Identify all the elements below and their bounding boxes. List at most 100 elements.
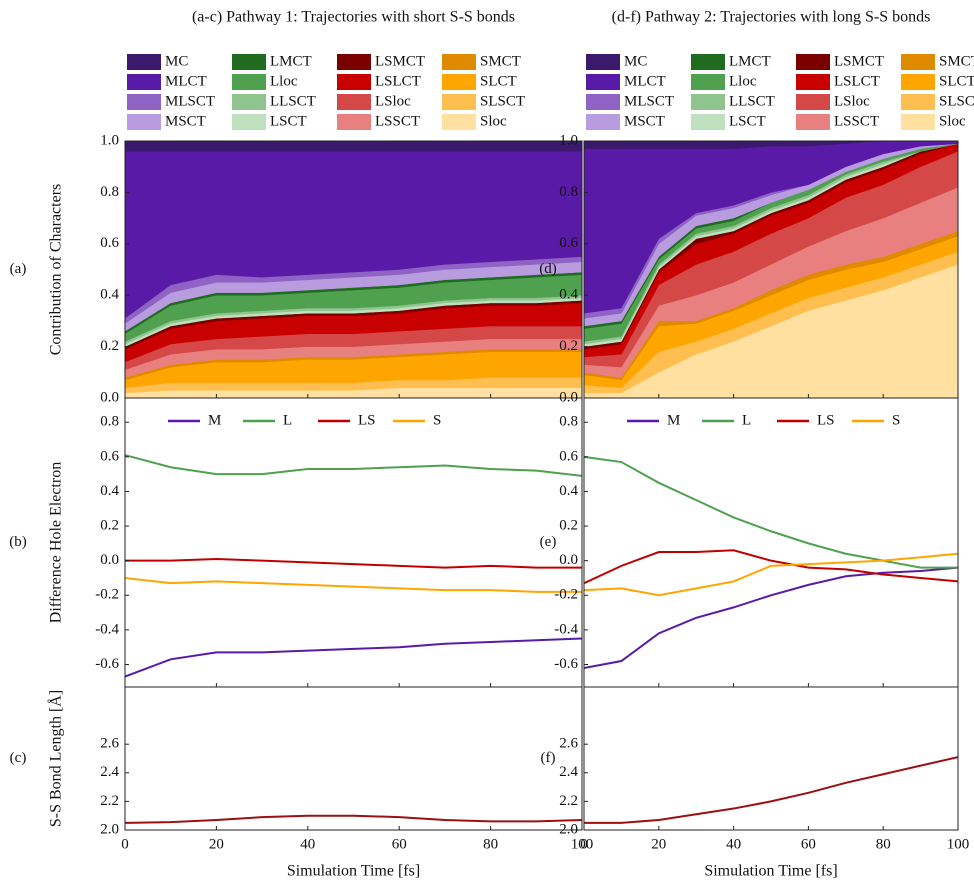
y-tick-label: 0.2 (100, 517, 119, 533)
x-tick-label: 0 (121, 836, 129, 852)
y-tick-label: -0.2 (95, 587, 119, 603)
legend-label: MLSCT (165, 93, 215, 109)
legend-label: MC (624, 53, 647, 69)
x-tick-label: 80 (483, 836, 498, 852)
legend-swatch (691, 94, 725, 110)
legend-label: MC (165, 53, 188, 69)
y-tick-label: 0.6 (100, 448, 119, 464)
legend-swatch (127, 54, 161, 70)
legend-label: LSSCT (834, 113, 879, 129)
y-tick-label: 0.0 (559, 552, 578, 568)
y-tick-label: 0.0 (100, 552, 119, 568)
legend-swatch (796, 54, 830, 70)
y-tick-label: 0.8 (559, 414, 578, 430)
legend-label: LSloc (834, 93, 870, 109)
area-band (584, 141, 958, 149)
plot-frame (583, 686, 959, 831)
x-tick-label: 100 (571, 836, 594, 852)
y-tick-label: 2.0 (559, 821, 578, 837)
legend-label: SLCT (939, 73, 974, 89)
y-tick-label: 0.8 (559, 184, 578, 200)
legend-swatch (796, 114, 830, 130)
y-tick-label: 0.8 (100, 414, 119, 430)
y-tick-label: 0.4 (100, 483, 119, 499)
panel-label: (e) (540, 534, 557, 550)
legend-label: MLSCT (624, 93, 674, 109)
data-line (125, 576, 582, 593)
x-tick-label: 60 (392, 836, 407, 852)
x-tick-label: 80 (876, 836, 891, 852)
legend-swatch (232, 114, 266, 130)
legend-label: LSloc (375, 93, 411, 109)
data-line (584, 552, 958, 597)
legend-swatch (337, 114, 371, 130)
legend-swatch (337, 94, 371, 110)
x-tick-label: 60 (801, 836, 816, 852)
y-tick-label: 1.0 (100, 132, 119, 148)
legend-swatch (586, 114, 620, 130)
legend-label: Lloc (270, 73, 298, 89)
data-line (125, 454, 582, 477)
legend-swatch (691, 74, 725, 90)
data-line (584, 756, 958, 824)
legend-swatch (127, 74, 161, 90)
legend-swatch (232, 74, 266, 90)
panel-label: (b) (9, 534, 27, 550)
legend-label: LLSCT (270, 93, 316, 109)
data-line (584, 549, 958, 585)
plot-frame (124, 686, 583, 831)
y-tick-label: 0.2 (559, 517, 578, 533)
plot-area (125, 814, 582, 824)
x-tick-label: 20 (209, 836, 224, 852)
x-axis-label: Simulation Time [fs] (287, 863, 420, 880)
y-tick-label: 2.2 (100, 793, 119, 809)
panel-label: (a) (10, 261, 27, 277)
y-tick-label: 2.2 (559, 793, 578, 809)
legend-label: MLCT (165, 73, 207, 89)
panel-title: (a-c) Pathway 1: Trajectories with short… (192, 9, 515, 26)
legend-label: SLCT (480, 73, 517, 89)
legend-label: LSCT (729, 113, 766, 129)
legend-swatch (127, 94, 161, 110)
y-tick-label: 0.0 (100, 389, 119, 405)
legend-label: SLSCT (939, 93, 974, 109)
legend-label: LMCT (270, 53, 312, 69)
x-tick-label: 40 (726, 836, 741, 852)
legend-label: LS (358, 412, 376, 428)
legend-swatch (337, 74, 371, 90)
plot-frame (124, 397, 583, 688)
legend-swatch (901, 94, 935, 110)
legend-label: MLCT (624, 73, 666, 89)
legend-label: LSLCT (834, 73, 880, 89)
legend-label: LS (817, 412, 835, 428)
y-tick-label: 0.6 (559, 235, 578, 251)
legend-swatch (691, 114, 725, 130)
legend-label: M (667, 412, 680, 428)
data-line (584, 455, 958, 569)
data-line (125, 814, 582, 824)
x-tick-label: 20 (651, 836, 666, 852)
y-tick-label: 0.0 (559, 389, 578, 405)
legend-swatch (796, 74, 830, 90)
legend-label: LSSCT (375, 113, 420, 129)
y-tick-label: 2.0 (100, 821, 119, 837)
legend-label: Lloc (729, 73, 757, 89)
legend-label: Sloc (480, 113, 507, 129)
y-tick-label: 0.4 (559, 483, 578, 499)
y-tick-label: 1.0 (559, 132, 578, 148)
panel-label: (d) (539, 261, 557, 277)
plot-frame (583, 397, 959, 688)
plot-area (584, 455, 958, 669)
panel-label: (f) (541, 750, 556, 766)
y-tick-label: 2.4 (100, 764, 119, 780)
legend-swatch (442, 74, 476, 90)
legend-swatch (691, 54, 725, 70)
plot-area (584, 756, 958, 824)
plot-area (125, 141, 582, 398)
x-tick-label: 40 (300, 836, 315, 852)
y-tick-label: 2.6 (100, 736, 119, 752)
panel-label: (c) (10, 750, 27, 766)
x-tick-label: 100 (947, 836, 970, 852)
y-tick-label: -0.4 (95, 621, 119, 637)
